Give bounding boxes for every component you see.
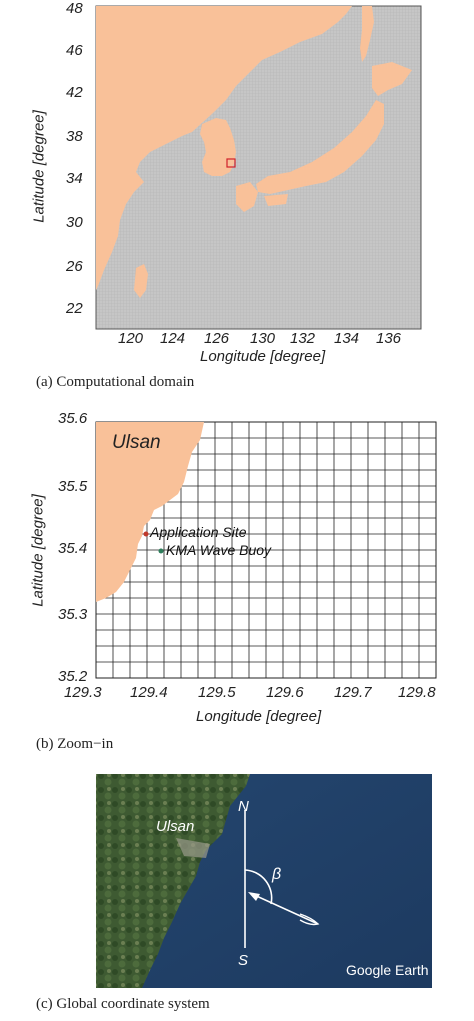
zoom-in-map: Ulsan Application Site KMA Wave Buoy 35.…	[0, 410, 474, 760]
x-tick-label: 129.3	[64, 684, 102, 701]
y-tick-label: 35.6	[58, 410, 88, 427]
zoom-region-marker	[226, 158, 236, 168]
x-tick-label: 136	[376, 330, 402, 347]
x-axis-title: Longitude [degree]	[196, 708, 322, 725]
china-land	[96, 6, 352, 290]
y-axis-title: Latitude [degree]	[30, 110, 48, 223]
beta-label: β	[272, 866, 282, 883]
computational-domain-map: 48 46 42 38 34 30 26 22 120 124 126 130 …	[0, 0, 474, 400]
x-tick-label: 130	[250, 330, 276, 347]
taiwan-land	[134, 264, 148, 298]
south-label: S	[238, 952, 249, 969]
y-tick-label: 38	[66, 128, 83, 145]
x-tick-label: 134	[334, 330, 360, 347]
x-tick-label: 129.8	[398, 684, 436, 701]
y-tick-label: 30	[66, 214, 83, 231]
north-label: N	[238, 798, 249, 815]
x-tick-label: 120	[118, 330, 144, 347]
x-tick-label: 132	[290, 330, 316, 347]
angle-arc	[244, 869, 273, 905]
y-tick-label: 42	[66, 84, 83, 101]
y-tick-label: 48	[66, 0, 83, 17]
caption-a: (a) Computational domain	[36, 374, 195, 390]
hokkaido-land	[372, 62, 412, 96]
x-tick-label: 129.6	[266, 684, 304, 701]
y-axis-title: Latitude [degree]	[29, 494, 47, 607]
x-tick-label: 129.4	[130, 684, 168, 701]
ulsan-land	[96, 422, 204, 602]
caption-c: (c) Global coordinate system	[36, 996, 210, 1012]
application-site-marker	[143, 531, 149, 537]
y-tick-label: 46	[66, 42, 83, 59]
buoy-label: KMA Wave Buoy	[166, 542, 272, 558]
y-tick-label: 35.2	[58, 668, 88, 685]
y-tick-label: 35.4	[58, 540, 88, 557]
y-tick-label: 26	[66, 258, 83, 275]
wave-direction-arrow	[251, 893, 319, 925]
zoom-map-plot	[95, 421, 437, 679]
domain-map-plot	[95, 5, 422, 330]
y-tick-label: 22	[66, 300, 83, 317]
caption-b: (b) Zoom−in	[36, 736, 114, 752]
x-tick-label: 126	[204, 330, 230, 347]
sakhalin-land	[360, 6, 374, 62]
x-tick-label: 129.5	[198, 684, 236, 701]
ulsan-label: Ulsan	[112, 432, 161, 453]
y-tick-label: 34	[66, 170, 83, 187]
y-tick-label: 35.3	[58, 606, 88, 623]
x-tick-label: 129.7	[334, 684, 372, 701]
ulsan-label: Ulsan	[156, 818, 195, 835]
y-tick-label: 35.5	[58, 478, 88, 495]
x-axis-title: Longitude [degree]	[200, 348, 326, 365]
satellite-image	[96, 774, 432, 988]
shikoku-land	[264, 194, 288, 206]
kyushu-land	[236, 182, 258, 212]
global-coordinate-image: Ulsan N S β Google Earth (c) Global coor…	[0, 772, 474, 1021]
coastline-land	[96, 774, 250, 988]
buoy-marker	[158, 548, 164, 554]
x-tick-label: 124	[160, 330, 186, 347]
honshu-land	[256, 100, 384, 194]
google-earth-watermark: Google Earth	[346, 962, 429, 978]
application-site-label: Application Site	[150, 524, 247, 540]
